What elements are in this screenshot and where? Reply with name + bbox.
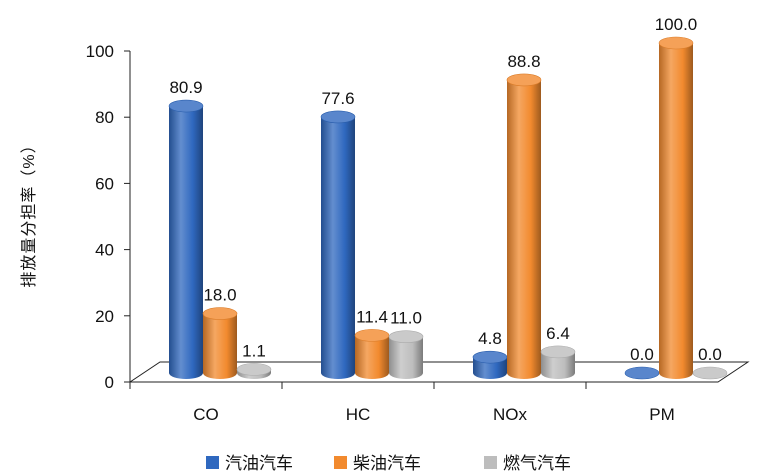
x-category-label: HC (346, 405, 371, 424)
legend-label: 燃气汽车 (503, 454, 571, 473)
bar-body (203, 313, 237, 373)
legend-swatch (206, 456, 219, 469)
data-label: 4.8 (478, 329, 502, 348)
data-label: 0.0 (630, 345, 654, 364)
y-tick-label: 100 (86, 42, 114, 61)
bar-top (540, 345, 576, 359)
floor-plane (128, 361, 750, 383)
y-tick-label: 80 (95, 108, 114, 127)
data-label: 88.8 (507, 52, 540, 71)
legend: 汽油汽车 柴油汽车 燃气汽车 (206, 454, 571, 473)
data-label: 100.0 (655, 15, 698, 34)
bar-top (320, 110, 356, 124)
y-axis-label: 排放量分担率（%） (20, 136, 38, 287)
x-category-label: PM (649, 405, 675, 424)
bar-top (354, 329, 390, 342)
y-tick-label: 40 (95, 241, 114, 260)
bar-top (202, 307, 238, 320)
legend-item-3: 燃气汽车 (484, 454, 571, 473)
bar-pm-series-2 (658, 36, 694, 379)
y-axis: 0 20 40 60 80 100 (86, 42, 131, 392)
bar-nox-series-3 (540, 345, 576, 379)
legend-label: 汽油汽车 (225, 454, 293, 473)
bar-top (692, 366, 728, 380)
bar-co-series-2 (202, 307, 238, 379)
bar-hc-series-2 (354, 329, 390, 379)
bar-body (321, 116, 355, 374)
bar-hc-series-1 (320, 110, 356, 379)
bar-top (168, 99, 204, 113)
legend-swatch (334, 456, 347, 469)
y-tick-label: 20 (95, 307, 114, 326)
data-label: 0.0 (698, 345, 722, 364)
data-label: 11.4 (356, 307, 388, 326)
chart-floor (128, 361, 750, 389)
bar-series-group (168, 36, 728, 380)
x-category-label: CO (193, 405, 219, 424)
bar-top (388, 330, 424, 344)
bar-top (236, 363, 272, 376)
legend-label: 柴油汽车 (353, 454, 421, 473)
y-tick-label: 60 (95, 174, 114, 193)
x-category-label: NOx (493, 405, 528, 424)
data-labels: 80.9 18.0 1.1 77.6 11.4 11.0 4.8 88.8 6.4 0.0 100.… (169, 15, 721, 364)
data-label: 77.6 (321, 89, 354, 108)
bar-pm-series-1 (624, 366, 660, 380)
bar-body (659, 43, 693, 373)
data-label: 18.0 (203, 286, 236, 305)
y-tick-label: 0 (105, 373, 114, 392)
legend-swatch (484, 456, 497, 469)
bar-co-series-3 (236, 363, 272, 379)
bar-pm-series-3 (692, 366, 728, 380)
bar-hc-series-3 (388, 330, 424, 379)
bar-top (506, 73, 542, 87)
data-label: 80.9 (169, 78, 202, 97)
bar-top (624, 366, 660, 380)
bar-body (507, 79, 541, 374)
bar-top (472, 350, 508, 364)
bar-co-series-1 (168, 99, 204, 379)
data-label: 1.1 (242, 341, 266, 360)
legend-item-2: 柴油汽车 (334, 454, 421, 473)
legend-item-1: 汽油汽车 (206, 454, 293, 473)
bar-body (169, 106, 203, 373)
bar-nox-series-1 (472, 350, 508, 379)
bar-top (658, 36, 694, 50)
data-label: 11.0 (390, 309, 422, 328)
x-axis-categories: CO HC NOx PM (193, 405, 675, 424)
bar-nox-series-2 (506, 73, 542, 379)
data-label: 6.4 (546, 324, 570, 343)
